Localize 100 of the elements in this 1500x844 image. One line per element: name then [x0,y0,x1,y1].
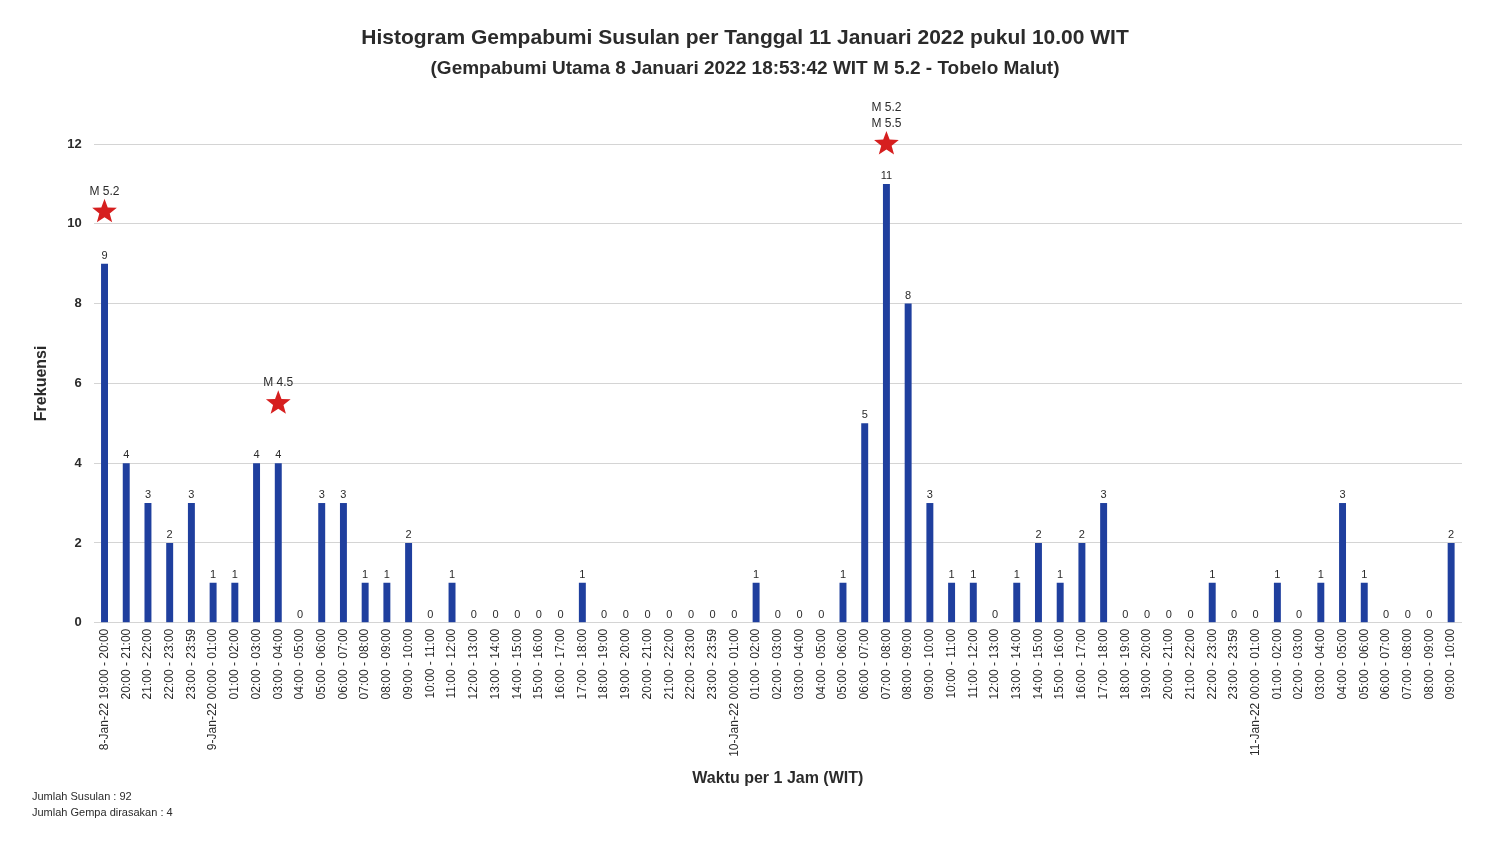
y-tick-label: 8 [74,295,82,311]
x-tick-label: 21:00 - 22:00 [661,628,676,700]
x-tick-label: 09:00 - 10:00 [922,628,937,700]
x-tick-label: 16:00 - 17:00 [1074,628,1089,700]
x-tick-label: 08:00 - 09:00 [379,628,394,700]
y-tick-label: 12 [67,135,82,151]
x-tick-label: 11:00 - 12:00 [965,628,980,699]
data-label: 0 [731,607,738,620]
data-label: 0 [991,607,999,620]
data-label: 1 [1274,567,1281,580]
x-tick-label: 06:00 - 07:00 [857,628,872,700]
bar [448,582,456,623]
bar [752,582,760,623]
x-tick-label: 08:00 - 09:00 [1421,628,1436,700]
bar [1013,582,1021,623]
x-tick-label: 20:00 - 21:00 [639,628,654,700]
bar [209,582,217,623]
data-label: M 5.2 M 5.5 [871,100,902,130]
bar [1208,582,1216,623]
x-tick-label: 13:00 - 14:00 [487,628,502,700]
x-tick-label: 06:00 - 07:00 [1378,628,1393,700]
data-label: 0 [709,607,716,620]
x-tick-label: 01:00 - 02:00 [748,628,763,700]
data-label: 2 [1078,527,1085,540]
bar [361,582,369,623]
x-tick-label: 01:00 - 02:00 [227,628,242,700]
data-label: 1 [231,567,238,580]
bar [948,582,956,623]
x-tick-label: 09:00 - 10:00 [1443,628,1458,700]
x-tick-label: 21:00 - 22:00 [140,628,155,700]
x-tick-label: 03:00 - 04:00 [1313,628,1328,700]
x-tick-label: 02:00 - 03:00 [1291,628,1306,700]
data-label: 1 [383,567,390,580]
x-tick-label: 14:00 - 15:00 [1030,628,1045,700]
x-tick-label: 21:00 - 22:00 [1182,628,1197,700]
x-tick-label: 04:00 - 05:00 [813,628,828,700]
x-tick-label: 8-Jan-22 19:00 - 20:00 [96,628,111,751]
data-label: 0 [470,607,477,620]
x-tick-label: 04:00 - 05:00 [292,628,307,700]
x-tick-label: 12:00 - 13:00 [987,628,1002,700]
x-tick-label: 07:00 - 08:00 [1400,628,1415,700]
x-tick-label: 19:00 - 20:00 [1139,628,1154,700]
chart-title: Histogram Gempabumi Susulan per Tanggal 11 Januari 2022 pukul 10.00 WIT [361,25,1129,49]
x-tick-label: 23:00 - 23:59 [704,628,719,700]
x-tick-label: 23:00 - 23:59 [1226,628,1241,700]
x-tick-label: 13:00 - 14:00 [1009,628,1024,700]
data-label: 2 [1448,527,1455,540]
data-label: 0 [1165,607,1172,620]
bar [578,582,586,623]
data-label: 0 [557,607,564,620]
data-label: 3 [926,488,933,501]
x-tick-label: 10:00 - 11:00 [943,628,958,699]
x-tick-label: 15:00 - 16:00 [531,628,546,700]
x-tick-label: 07:00 - 08:00 [357,628,372,700]
data-label: 0 [1187,607,1194,620]
data-label: 0 [514,607,521,620]
x-tick-label: 20:00 - 21:00 [118,628,133,700]
bar [969,582,977,623]
data-label: 0 [1404,607,1411,620]
data-label: 2 [405,527,412,540]
data-label: 0 [687,607,695,620]
data-label: 0 [666,607,673,620]
x-tick-label: 18:00 - 19:00 [596,628,611,700]
bar [1360,582,1368,623]
bar [144,503,152,623]
x-tick-label: 17:00 - 18:00 [1095,628,1110,700]
data-label: 0 [1426,607,1433,620]
data-label: 4 [123,448,130,461]
data-label: 0 [1230,607,1238,620]
x-tick-label: 23:00 - 23:59 [183,628,198,700]
text: Jumlah Gempa dirasakan : 4 [32,806,173,818]
x-tick-label: 22:00 - 23:00 [1204,628,1219,700]
data-label: 1 [579,567,586,580]
data-label: 3 [340,488,347,501]
x-tick-label: 03:00 - 04:00 [791,628,806,700]
data-label: 3 [144,488,152,501]
bar [861,423,869,623]
bar [1034,542,1042,623]
data-label: 11 [880,168,893,181]
bar [318,503,326,623]
x-tick-label: 15:00 - 16:00 [1052,628,1067,700]
y-tick-label: 2 [74,534,82,550]
data-label: 0 [1144,607,1151,620]
data-label: 4 [253,448,260,461]
data-label: 0 [622,607,629,620]
data-label: 5 [861,408,868,421]
data-label: 1 [839,567,847,580]
data-label: 1 [362,567,369,580]
data-label: 3 [1339,488,1346,501]
x-tick-label: 02:00 - 03:00 [770,628,785,700]
data-label: 1 [1209,567,1216,580]
point [265,390,291,414]
data-label: 0 [644,607,651,620]
data-label: 1 [210,567,217,580]
data-label: 0 [796,607,803,620]
bar [187,503,195,623]
data-label: 0 [774,607,781,620]
y-axis-title: Frekuensi [32,345,50,422]
bar [405,542,413,623]
x-tick-label: 03:00 - 04:00 [270,628,285,700]
